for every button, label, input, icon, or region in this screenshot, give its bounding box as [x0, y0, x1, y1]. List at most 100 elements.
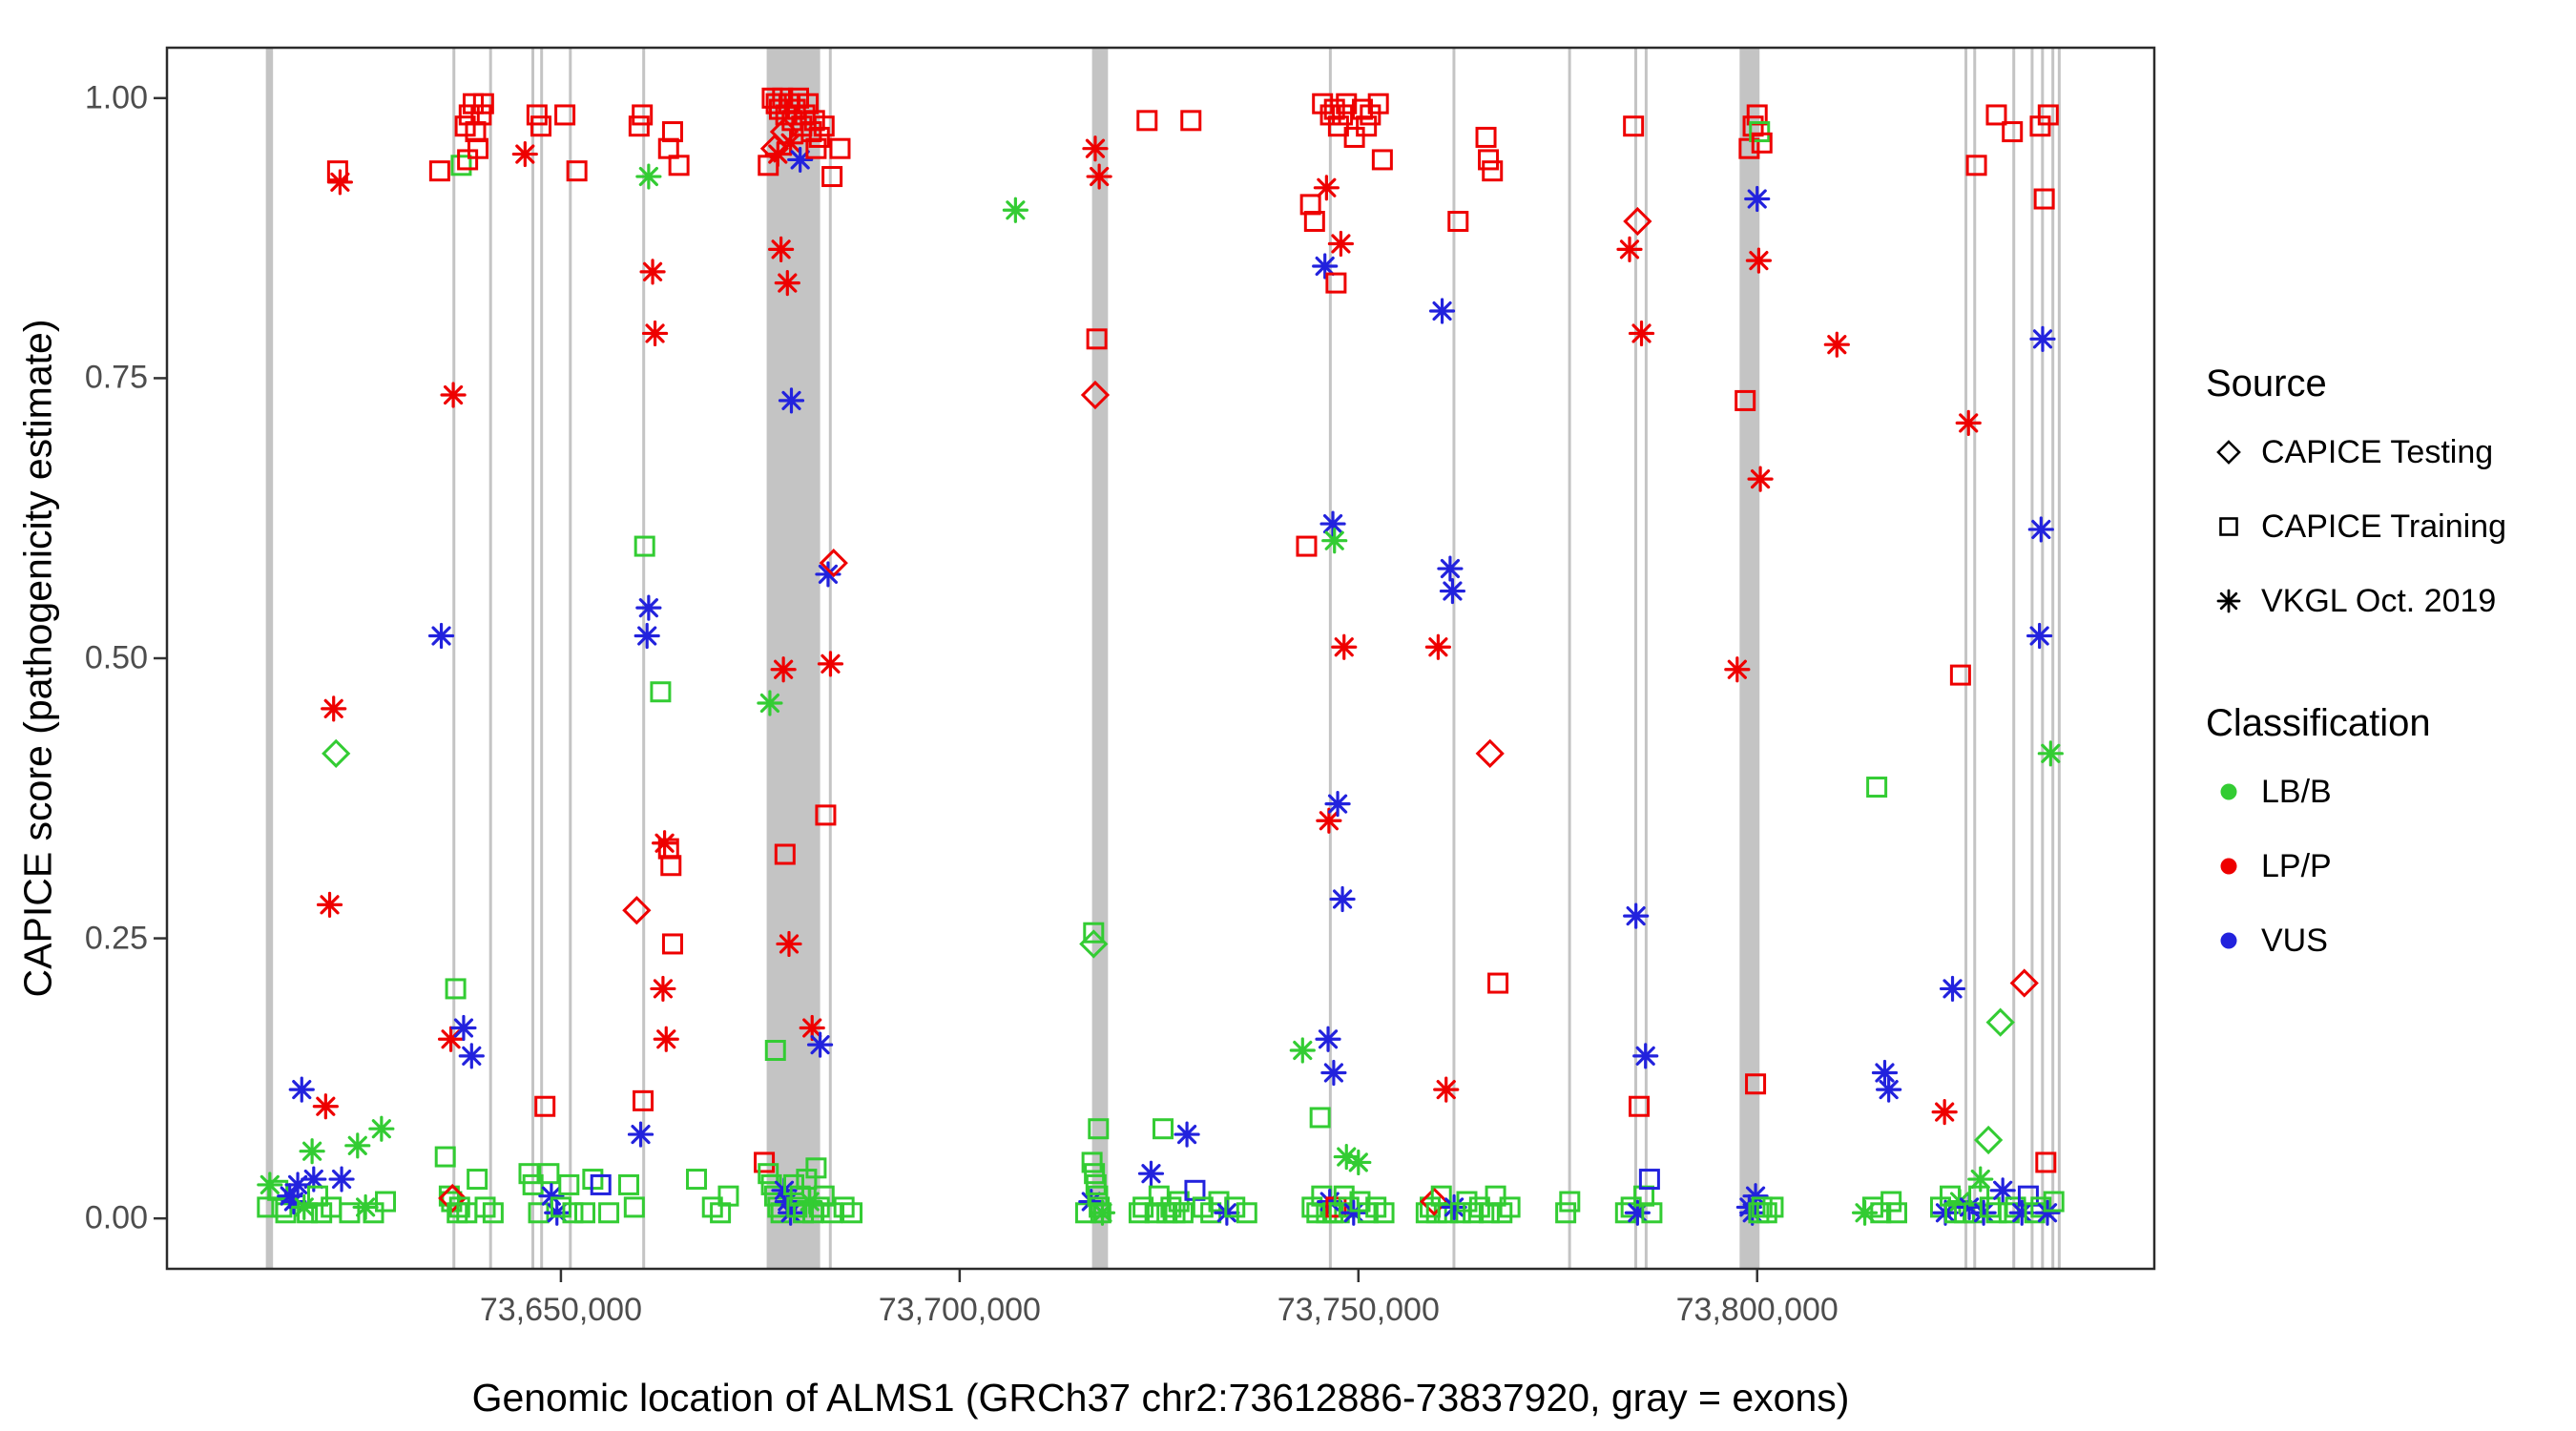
- data-point-asterisk: [1440, 558, 1461, 579]
- data-point-asterisk: [1327, 794, 1348, 814]
- exon-band: [766, 49, 821, 1268]
- exon-band: [569, 49, 572, 1268]
- data-point-square: [566, 160, 588, 182]
- data-point-diamond: [1079, 929, 1109, 959]
- data-point-square: [1638, 1169, 1660, 1191]
- exon-band: [1973, 49, 1977, 1268]
- x-axis-title: Genomic location of ALMS1 (GRCh37 chr2:7…: [471, 1376, 1850, 1420]
- data-point-asterisk: [780, 133, 800, 153]
- data-point-asterisk: [1323, 1063, 1343, 1083]
- data-point-asterisk: [1993, 1180, 2013, 1200]
- y-axis-title: CAPICE score (pathogenicity estimate): [15, 319, 60, 998]
- data-point-square: [1755, 1202, 1777, 1224]
- data-point-asterisk: [1444, 1197, 1465, 1217]
- data-point-asterisk: [1322, 513, 1343, 534]
- data-point-square: [2033, 188, 2055, 210]
- data-point-asterisk: [320, 895, 340, 915]
- data-point-asterisk: [1942, 979, 1963, 999]
- data-point-square: [1487, 972, 1509, 994]
- data-point-square: [1336, 93, 1358, 114]
- data-point-square: [1555, 1202, 1577, 1224]
- data-point-asterisk: [1749, 251, 1769, 271]
- data-point-asterisk: [1619, 239, 1640, 259]
- data-point-square: [774, 843, 796, 865]
- color-dot-icon: [2220, 858, 2237, 875]
- data-point-square: [633, 1089, 654, 1111]
- exon-band: [2012, 49, 2016, 1268]
- data-point-asterisk: [371, 1119, 391, 1139]
- data-point-square: [661, 121, 683, 143]
- data-point-asterisk: [781, 390, 801, 411]
- data-point-square: [1475, 126, 1497, 148]
- data-point-square: [686, 1169, 708, 1191]
- data-point-square: [2030, 1196, 2052, 1218]
- data-point-square: [808, 1196, 830, 1218]
- data-point-square: [628, 115, 650, 137]
- data-point-asterisk: [541, 1186, 561, 1206]
- exon-band: [2041, 49, 2045, 1268]
- data-point-square: [472, 93, 494, 114]
- data-point-square: [1325, 272, 1347, 294]
- data-point-diamond: [819, 549, 848, 578]
- data-point-square: [1224, 1196, 1246, 1218]
- color-dot-icon: [2206, 843, 2252, 889]
- exon-band: [1644, 49, 1648, 1268]
- legend-item-classification: LP/P: [2206, 841, 2568, 891]
- data-point-diamond: [2009, 968, 2039, 998]
- data-point-asterisk: [2032, 329, 2053, 349]
- data-point-asterisk: [1324, 530, 1344, 550]
- data-point-square: [1641, 1202, 1663, 1224]
- legend-item-source: VKGL Oct. 2019: [2206, 576, 2568, 626]
- data-point-asterisk: [802, 1018, 822, 1038]
- data-point-asterisk: [638, 598, 658, 618]
- data-point-square: [1886, 1202, 1908, 1224]
- data-point-square: [562, 1202, 584, 1224]
- data-point-square: [717, 1185, 739, 1207]
- data-point-square: [522, 1173, 544, 1195]
- asterisk-icon: [2206, 578, 2252, 624]
- data-point-square: [1343, 126, 1365, 148]
- exon-band: [642, 49, 646, 1268]
- data-point-square: [1762, 1196, 1784, 1218]
- data-point-square: [467, 137, 488, 159]
- data-point-square: [829, 137, 851, 159]
- legend-item-classification: LB/B: [2206, 767, 2568, 817]
- x-tick-label: 73,800,000: [1675, 1292, 1839, 1328]
- data-point-asterisk: [547, 1203, 567, 1223]
- data-point-diamond: [1974, 1125, 2004, 1155]
- color-dot-icon: [2206, 769, 2252, 815]
- data-point-square: [538, 1163, 560, 1185]
- data-point-asterisk: [1635, 1046, 1655, 1066]
- data-point-square: [482, 1202, 504, 1224]
- data-point-asterisk: [1935, 1102, 1955, 1122]
- data-point-asterisk: [1974, 1203, 1994, 1223]
- data-point-square: [1866, 777, 1888, 798]
- data-point-square: [805, 137, 827, 159]
- data-point-square: [1128, 1202, 1150, 1224]
- data-point-square: [1309, 1107, 1331, 1129]
- data-point-square: [1745, 1073, 1767, 1095]
- data-point-asterisk: [1334, 637, 1354, 657]
- data-point-asterisk: [1727, 659, 1747, 679]
- exon-band: [2051, 49, 2055, 1268]
- data-point-square: [1373, 1202, 1395, 1224]
- data-point-square: [668, 155, 690, 176]
- data-point-asterisk: [790, 150, 810, 170]
- data-point-square: [1088, 1118, 1110, 1140]
- data-point-square: [1132, 1196, 1154, 1218]
- square-icon: [2206, 504, 2252, 550]
- legend-item-source: CAPICE Training: [2206, 502, 2568, 551]
- legend-item-classification: VUS: [2206, 916, 2568, 965]
- data-point-square: [650, 681, 672, 703]
- data-point-asterisk: [779, 934, 800, 954]
- data-point-asterisk: [1332, 889, 1353, 909]
- y-tick-label: 0.00: [84, 1199, 148, 1236]
- data-point-square: [805, 1157, 827, 1179]
- data-point-square: [573, 1202, 595, 1224]
- data-point-square: [1081, 1151, 1103, 1173]
- y-tick-label: 0.75: [84, 359, 148, 396]
- data-point-square: [1356, 115, 1378, 137]
- data-point-square: [445, 978, 467, 1000]
- legend-item-classification-label: LB/B: [2261, 773, 2332, 810]
- data-point-asterisk: [1626, 905, 1646, 926]
